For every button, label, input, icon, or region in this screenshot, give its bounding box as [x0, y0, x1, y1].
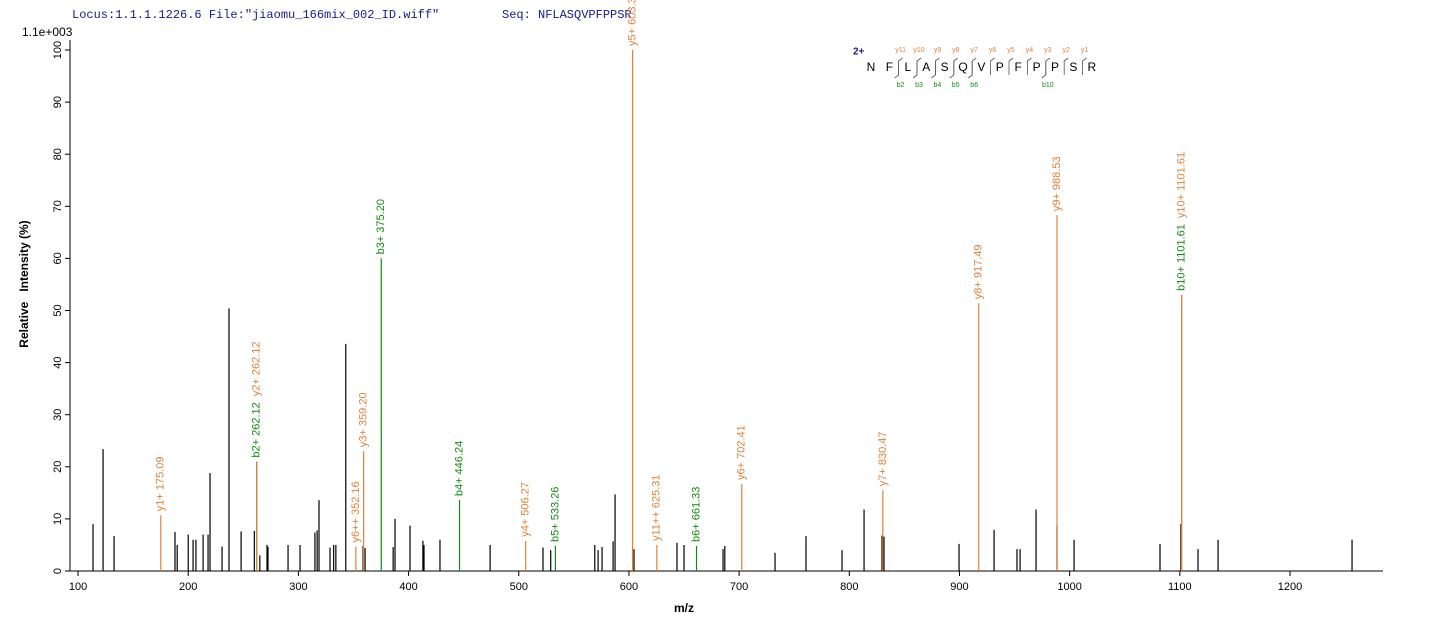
y-ion-label: y5	[1007, 47, 1015, 54]
b-cut	[931, 61, 936, 79]
b-ion-label: b10	[1042, 82, 1054, 89]
peak-label: y4+ 506.27	[520, 482, 532, 537]
residue: P	[996, 60, 1004, 74]
y-cut	[916, 57, 922, 75]
y-cut	[898, 57, 903, 75]
y-ion-label: y2	[1062, 47, 1070, 54]
x-tick-label: 700	[730, 581, 748, 593]
peak-label: b6+ 661.33	[690, 487, 702, 542]
y-tick-label: 0	[52, 568, 64, 574]
y-tick-label: 30	[52, 409, 64, 421]
residue: F	[1015, 60, 1022, 74]
b-cut	[967, 61, 973, 79]
y-tick-label: 100	[52, 41, 64, 59]
peak-label: y9+ 988.53	[1051, 156, 1063, 211]
y-tick-label: 80	[52, 148, 64, 160]
y-ion-label: y8	[952, 47, 960, 54]
peak-label: b2+ 262.12	[251, 402, 263, 457]
y-tick-label: 10	[52, 513, 64, 525]
peak-label: b5+ 533.26	[549, 487, 561, 542]
y-tick-label: 20	[52, 461, 64, 473]
x-tick-label: 300	[289, 581, 307, 593]
y-cut	[1008, 57, 1014, 75]
y-ion-label: y10	[913, 47, 924, 54]
y-cut	[953, 57, 959, 75]
y-tick-label: 50	[52, 304, 64, 316]
b-ion-label: b6	[970, 82, 978, 89]
peak-label: b3+ 375.20	[375, 199, 387, 254]
x-tick-label: 400	[399, 581, 417, 593]
residue: P	[1051, 60, 1059, 74]
y-cut	[935, 57, 940, 75]
residue: S	[1069, 60, 1077, 74]
residue: S	[941, 60, 949, 74]
charge-label: 2+	[853, 47, 865, 58]
y-tick-label: 40	[52, 356, 64, 368]
y-cut	[1063, 57, 1069, 75]
y-ion-label: y6	[989, 47, 997, 54]
residue: N	[867, 60, 876, 74]
peak-label: y10+ 1101.61	[1176, 152, 1188, 218]
scale-label: 1.1e+003	[22, 25, 73, 39]
peak-label: y5+ 603.32	[627, 0, 639, 46]
peak-label: y2+ 262.12	[251, 341, 263, 396]
residue: R	[1087, 60, 1096, 74]
x-tick-label: 500	[510, 581, 528, 593]
peak-label: y1+ 175.09	[155, 457, 167, 512]
peak-label: b10+ 1101.61	[1176, 224, 1188, 291]
x-axis-title: m/z	[674, 601, 694, 615]
b-cut	[912, 61, 918, 79]
peak-label: y7+ 830.47	[877, 431, 889, 486]
y-cut	[1082, 57, 1087, 75]
x-tick-label: 1100	[1168, 581, 1192, 593]
residue: L	[904, 60, 911, 74]
y-tick-label: 70	[52, 200, 64, 212]
y-cut	[1027, 57, 1032, 75]
y-ion-label: y7	[970, 47, 978, 54]
x-tick-label: 1200	[1278, 581, 1302, 593]
b-ion-label: b2	[897, 82, 905, 89]
peak-label: y11++ 625.31	[651, 474, 663, 540]
peak-label: y8+ 917.49	[973, 244, 985, 299]
b-ion-label: b3	[915, 82, 923, 89]
b-ion-label: b4	[934, 82, 942, 89]
peak-label: b4+ 446.24	[453, 441, 465, 496]
residue: P	[1033, 60, 1041, 74]
y-cut	[990, 57, 995, 75]
y-ion-label: y11	[895, 47, 906, 54]
residue: V	[977, 60, 985, 74]
x-tick-label: 200	[179, 581, 197, 593]
b-cut	[1041, 61, 1047, 79]
chart-subtitle: Seq: NFLASQVPFPPSR	[502, 8, 632, 22]
x-tick-label: 900	[950, 581, 968, 593]
peak-label: y3+ 359.20	[358, 392, 370, 447]
y-axis-title: Relative Intensity (%)	[17, 220, 31, 347]
x-tick-label: 600	[620, 581, 638, 593]
b-cut	[894, 61, 899, 79]
y-ion-label: y4	[1026, 47, 1034, 54]
y-tick-label: 90	[52, 96, 64, 108]
y-cut	[1045, 57, 1051, 75]
b-ion-label: b5	[952, 82, 960, 89]
residue: Q	[958, 60, 967, 74]
y-tick-label: 60	[52, 252, 64, 264]
y-ion-label: y1	[1081, 47, 1089, 54]
x-tick-label: 800	[840, 581, 858, 593]
residue: F	[886, 60, 893, 74]
x-tick-label: 100	[69, 581, 87, 593]
y-cut	[971, 57, 977, 75]
chart-title: Locus:1.1.1.1226.6 File:"jiaomu_166mix_0…	[72, 8, 439, 22]
peak-label: y6+ 702.41	[736, 425, 748, 480]
b-cut	[949, 61, 955, 79]
y-ion-label: y3	[1044, 47, 1052, 54]
y-ion-label: y9	[934, 47, 942, 54]
peak-label: y6++ 352.16	[350, 481, 362, 542]
x-tick-label: 1000	[1057, 581, 1081, 593]
residue: A	[922, 60, 930, 74]
